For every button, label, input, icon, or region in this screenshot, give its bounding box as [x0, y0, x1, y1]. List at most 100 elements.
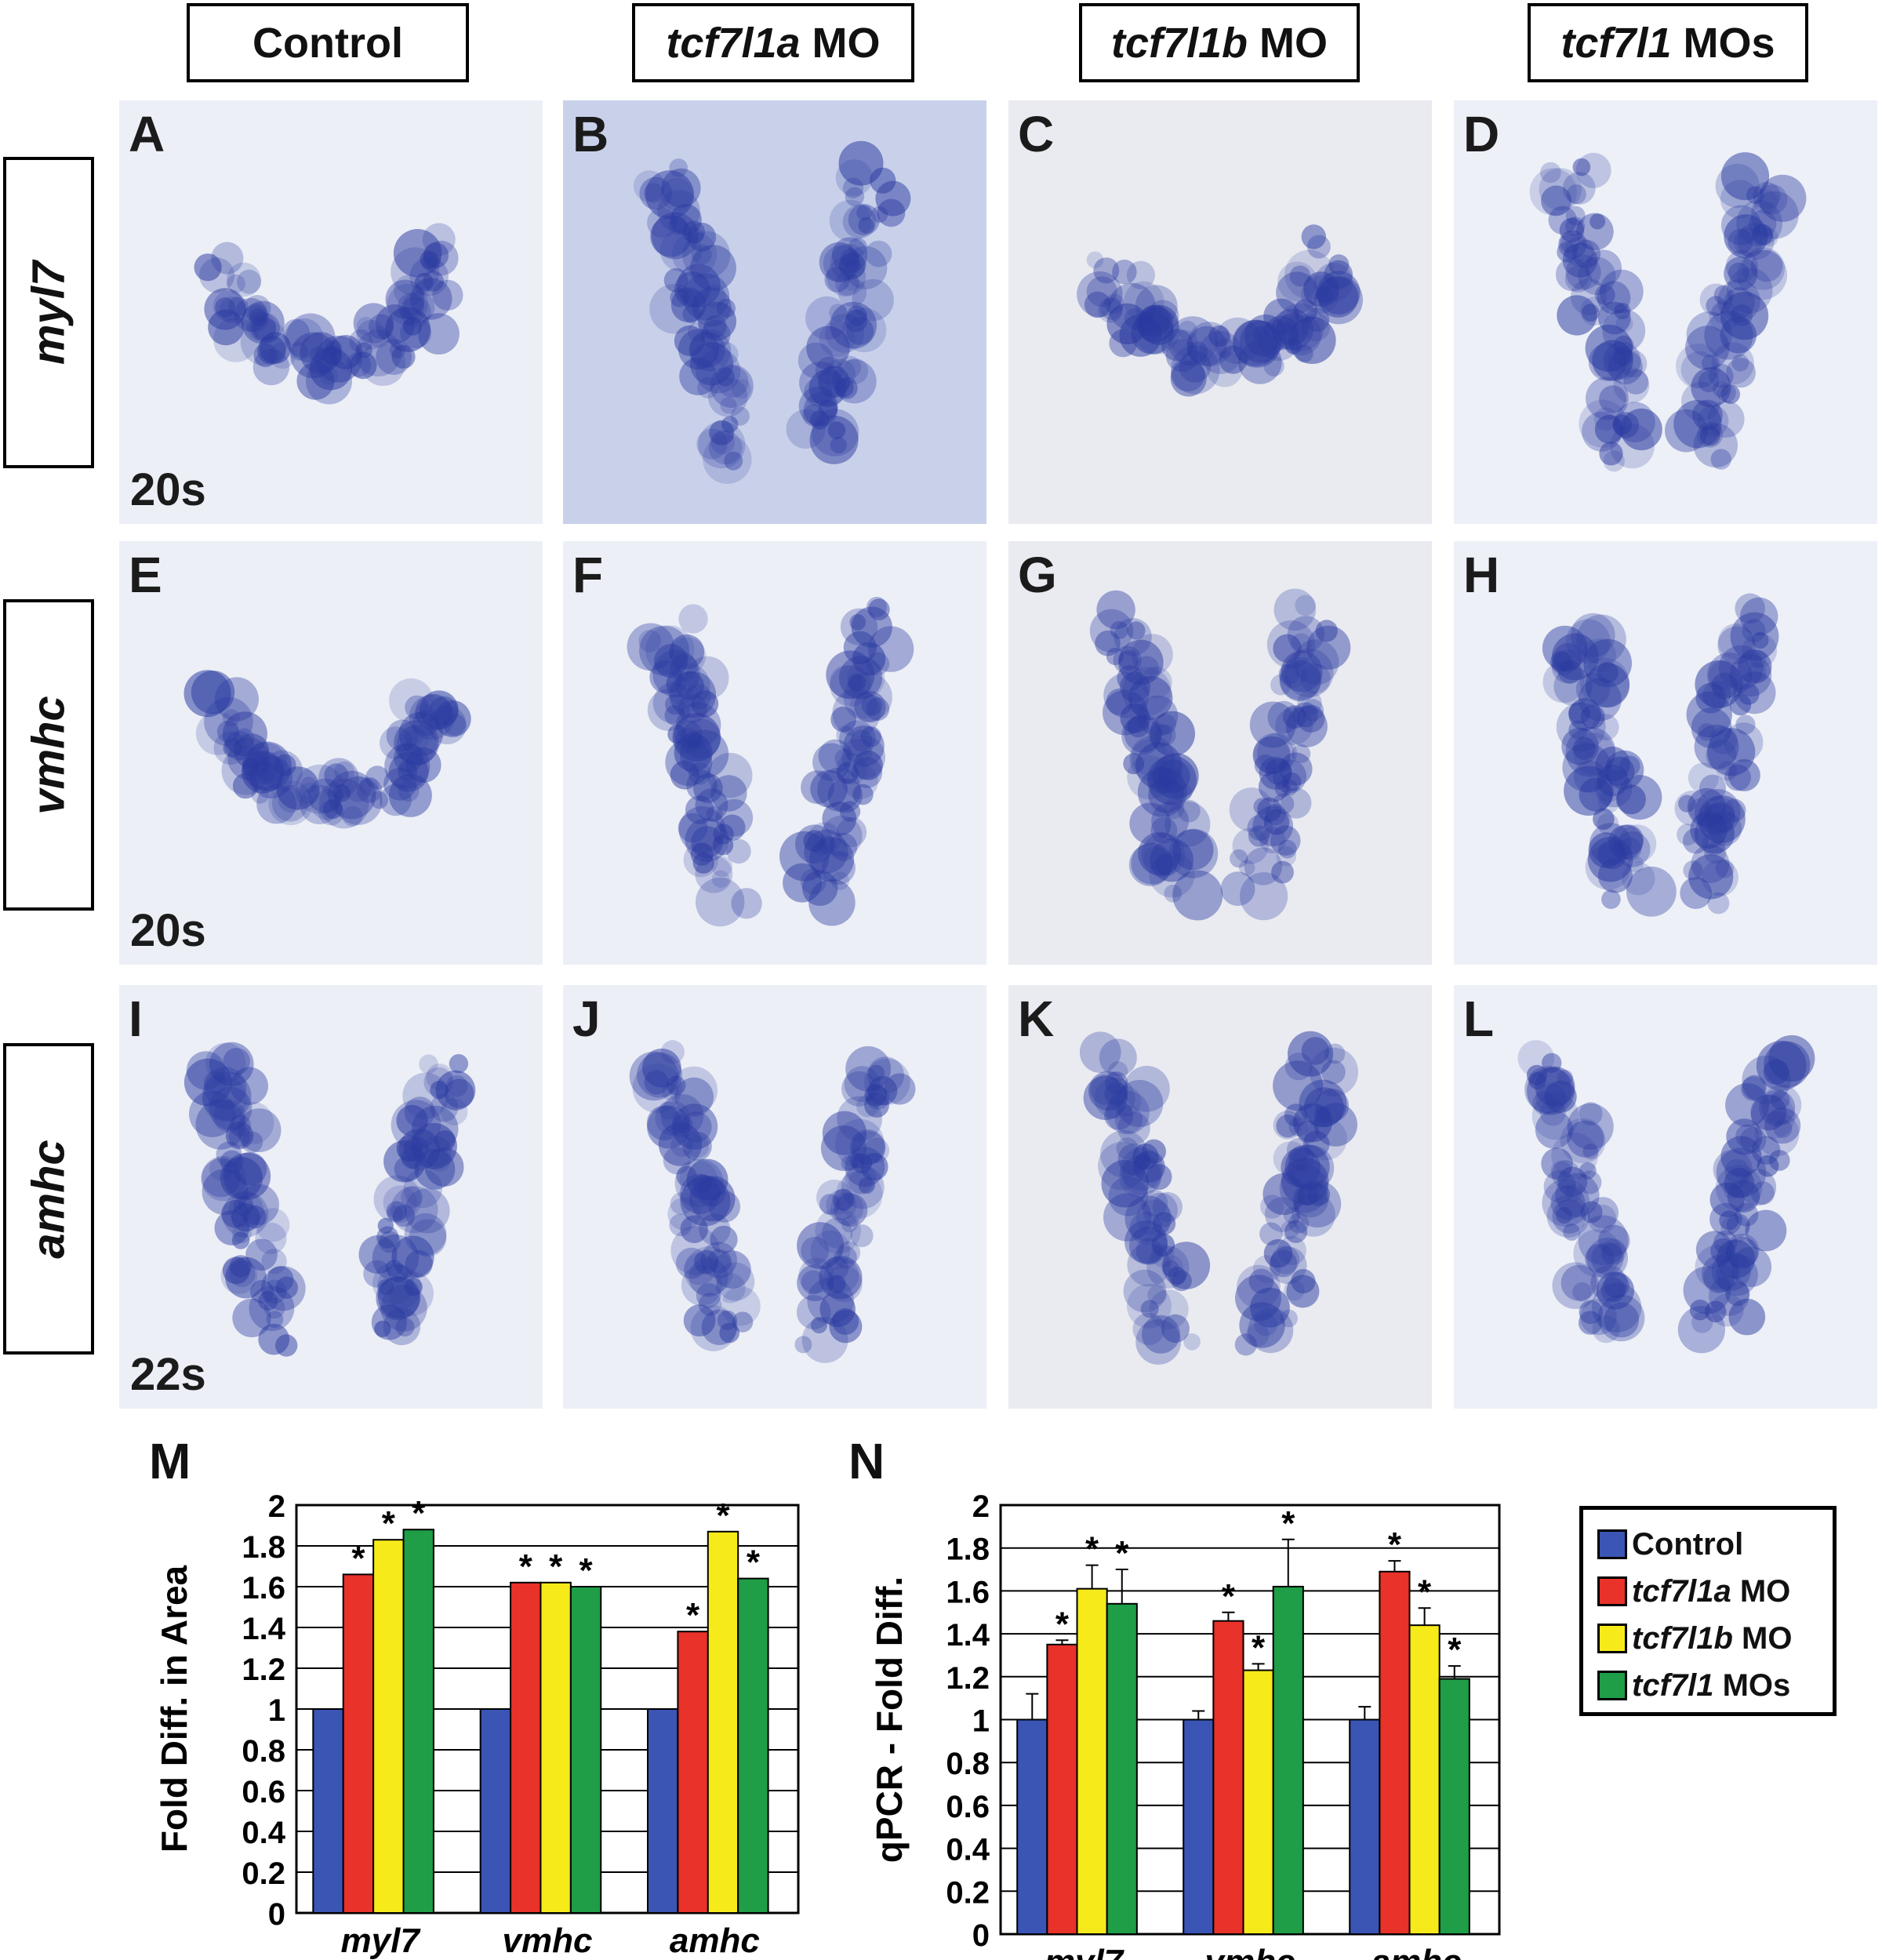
y-tick-label: 0.8: [242, 1734, 285, 1769]
y-tick-label: 0.8: [946, 1747, 990, 1781]
legend-swatch: [1597, 1576, 1627, 1606]
significance-marker: *: [716, 1496, 730, 1535]
row-header-myl7: myl7: [3, 157, 94, 468]
image-panel-e: E 20s: [119, 541, 543, 965]
y-tick-label: 2: [268, 1489, 285, 1524]
significance-marker: *: [1388, 1525, 1402, 1564]
column-header-tcf7l1b-mo: tcf7l1b MO: [1079, 3, 1360, 82]
stain-pattern: [629, 1040, 916, 1363]
y-axis-label: qPCR - Fold Diff.: [869, 1576, 910, 1863]
bar: [737, 1577, 769, 1914]
row-header-vmhc: vmhc: [3, 599, 94, 911]
image-panel-b: B: [563, 100, 986, 524]
row-header-amhc: amhc: [3, 1043, 94, 1355]
significance-marker: *: [1252, 1628, 1266, 1667]
y-tick-label: 1.4: [946, 1618, 990, 1653]
significance-marker: *: [1085, 1530, 1099, 1569]
image-panel-d: D: [1454, 100, 1877, 524]
stain-pattern: [183, 1042, 476, 1357]
x-category-label: myl7: [1045, 1943, 1125, 1960]
legend-item-tcf7l1a: tcf7l1a MO: [1597, 1568, 1833, 1615]
legend-swatch: [1597, 1624, 1627, 1653]
y-tick-label: 0.6: [946, 1790, 990, 1824]
panel-letter: I: [129, 991, 143, 1047]
significance-marker: *: [519, 1547, 533, 1586]
panel-letter: J: [572, 991, 601, 1047]
image-panel-k: K: [1008, 985, 1432, 1409]
legend-item-tcf7l1: tcf7l1 MOs: [1597, 1662, 1833, 1709]
legend-label: MO: [1731, 1573, 1791, 1609]
bar: [1016, 1718, 1048, 1935]
x-category-label: myl7: [341, 1922, 422, 1960]
column-header-gene: tcf7l1: [1560, 19, 1672, 67]
bar: [372, 1539, 405, 1914]
bar: [569, 1586, 602, 1914]
image-panel-i: I 22s: [119, 985, 543, 1409]
image-panel-c: C: [1008, 100, 1432, 524]
y-tick-label: 0.2: [946, 1875, 990, 1910]
x-category-label: vmhc: [1205, 1943, 1295, 1960]
significance-marker: *: [1055, 1605, 1070, 1643]
panel-letter: L: [1463, 991, 1495, 1047]
bar: [647, 1708, 679, 1914]
panel-letter: E: [129, 547, 162, 603]
image-panel-g: G: [1008, 541, 1432, 965]
bar: [342, 1573, 375, 1915]
y-tick-label: 0.4: [946, 1833, 990, 1867]
significance-marker: *: [412, 1494, 426, 1533]
legend-label-gene: tcf7l1b: [1632, 1620, 1733, 1656]
bar: [707, 1530, 739, 1915]
y-tick-label: 1.6: [946, 1575, 990, 1609]
legend-swatch: [1597, 1529, 1627, 1559]
bar: [402, 1529, 434, 1914]
legend-item-control: Control: [1597, 1521, 1833, 1568]
image-panel-j: J: [563, 985, 986, 1409]
legend-item-tcf7l1b: tcf7l1b MO: [1597, 1615, 1833, 1662]
significance-marker: *: [351, 1539, 365, 1577]
legend-label: Control: [1632, 1526, 1744, 1562]
stage-label: 20s: [130, 905, 206, 956]
column-header-gene: tcf7l1a: [666, 19, 801, 67]
stain-pattern: [1079, 1031, 1359, 1365]
bar: [1272, 1585, 1304, 1936]
stain-pattern: [633, 140, 911, 484]
bar: [1046, 1643, 1078, 1935]
stain-pattern: [1542, 593, 1779, 917]
y-tick-label: 0.4: [242, 1816, 285, 1850]
panel-letter: G: [1018, 547, 1057, 603]
legend-label-gene: tcf7l1: [1632, 1667, 1714, 1703]
panel-letter: B: [572, 106, 609, 162]
bar: [540, 1581, 572, 1915]
significance-marker: *: [1222, 1577, 1236, 1616]
bar: [1379, 1570, 1411, 1936]
stain-pattern: [183, 670, 471, 829]
y-tick-label: 0: [972, 1918, 990, 1953]
y-tick-label: 1.2: [242, 1653, 285, 1687]
y-tick-label: 0.6: [242, 1775, 285, 1809]
panel-letter: A: [129, 106, 165, 162]
y-tick-label: 1.8: [946, 1533, 990, 1567]
stain-pattern: [1077, 224, 1363, 397]
bar: [677, 1631, 709, 1914]
bar: [1349, 1718, 1381, 1935]
bar: [1106, 1602, 1138, 1936]
image-panel-f: F: [563, 541, 986, 965]
panel-letter: C: [1018, 106, 1055, 162]
chart-legend: Control tcf7l1a MO tcf7l1b MO tcf7l1 MOs: [1579, 1506, 1837, 1716]
bar: [312, 1708, 344, 1914]
stain-pattern: [1529, 152, 1807, 472]
y-tick-label: 0.2: [242, 1856, 285, 1891]
stain-pattern: [627, 596, 914, 927]
x-category-label: amhc: [1372, 1943, 1462, 1960]
panel-letter: F: [572, 547, 604, 603]
column-header-text: Control: [253, 19, 403, 67]
bar: [479, 1708, 512, 1914]
x-category-label: vmhc: [503, 1922, 593, 1960]
y-tick-label: 1: [972, 1704, 990, 1739]
bar: [1242, 1669, 1274, 1935]
y-axis-label: Fold Diff. in Area: [154, 1565, 194, 1853]
significance-marker: *: [1115, 1534, 1129, 1573]
column-header-tcf7l1a-mo: tcf7l1a MO: [632, 3, 914, 82]
image-panel-a: A 20s: [119, 100, 543, 524]
legend-label-gene: tcf7l1a: [1632, 1573, 1731, 1609]
